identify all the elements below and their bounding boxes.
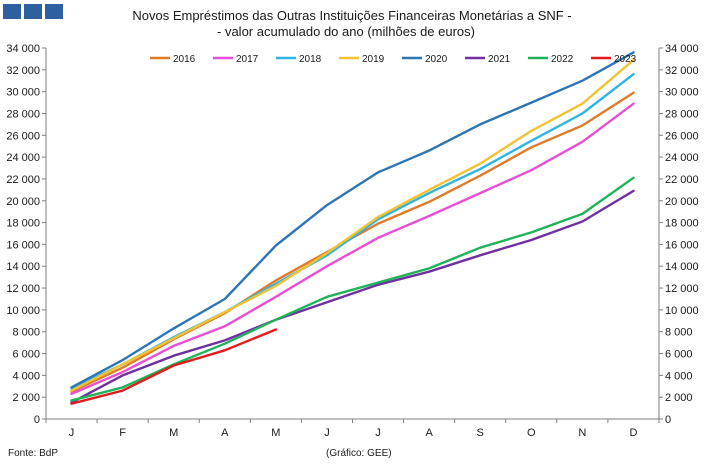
chart-credit: (Gráfico: GEE) (326, 448, 392, 459)
y-tick-label-right: 22 000 (665, 174, 699, 186)
legend-label-2021: 2021 (488, 54, 511, 65)
y-tick-label-left: 32 000 (6, 65, 40, 77)
y-tick-label-left: 20 000 (6, 196, 40, 208)
y-tick-label-right: 28 000 (665, 108, 699, 120)
y-tick-label-right: 32 000 (665, 65, 699, 77)
y-tick-label-left: 8 000 (12, 327, 40, 339)
x-tick-label: F (119, 427, 126, 439)
y-tick-label-right: 2 000 (665, 392, 693, 404)
y-tick-label-left: 6 000 (12, 349, 40, 361)
series-line-2017 (70, 102, 635, 396)
logo-square (45, 4, 63, 19)
legend-label-2019: 2019 (362, 54, 385, 65)
x-tick-label: J (324, 427, 330, 439)
y-tick-label-right: 0 (665, 414, 671, 426)
y-axis-right-ticks: 0 2 000 4 000 6 000 8 000 10 000 12 000 14 000 1… (665, 43, 699, 426)
y-tick-label-right: 4 000 (665, 370, 693, 382)
legend-label-2017: 2017 (236, 54, 259, 65)
series-line-2022 (70, 176, 635, 402)
y-tick-label-right: 34 000 (665, 43, 699, 55)
y-tick-label-right: 20 000 (665, 196, 699, 208)
series-lines (70, 51, 635, 405)
y-tick-label-right: 18 000 (665, 218, 699, 230)
x-tick-label: A (425, 427, 433, 439)
legend: 2016 2017 2018 2019 2020 2021 2022 2023 (150, 54, 637, 65)
y-tick-label-right: 26 000 (665, 130, 699, 142)
y-tick-label-right: 8 000 (665, 327, 693, 339)
y-tick-label-left: 2 000 (12, 392, 40, 404)
y-tick-label-left: 4 000 (12, 370, 40, 382)
logo-square (24, 4, 42, 19)
x-tick-label: A (221, 427, 229, 439)
legend-label-2023: 2023 (614, 54, 637, 65)
y-tick-label-left: 24 000 (6, 152, 40, 164)
series-line-2021 (70, 189, 635, 404)
x-tick-label: M (271, 427, 280, 439)
legend-label-2018: 2018 (299, 54, 322, 65)
y-tick-label-left: 28 000 (6, 108, 40, 120)
x-tick-label: N (578, 427, 586, 439)
logo (3, 4, 63, 19)
x-tick-label: O (527, 427, 536, 439)
y-tick-label-left: 0 (34, 414, 40, 426)
y-tick-label-left: 22 000 (6, 174, 40, 186)
chart-title: Novos Empréstimos das Outras Instituiçõe… (132, 8, 571, 23)
x-tick-label: D (629, 427, 637, 439)
y-tick-label-right: 24 000 (665, 152, 699, 164)
y-tick-label-left: 10 000 (6, 305, 40, 317)
y-tick-label-left: 14 000 (6, 261, 40, 273)
y-tick-label-right: 16 000 (665, 239, 699, 251)
legend-label-2022: 2022 (551, 54, 574, 65)
chart-subtitle: - valor acumulado do ano (milhões de eur… (217, 24, 475, 39)
y-tick-label-left: 26 000 (6, 130, 40, 142)
logo-square (3, 4, 21, 19)
axes (42, 47, 663, 423)
y-axis-left-ticks: 0 2 000 4 000 6 000 8 000 10 000 12 000 14 000 1… (6, 43, 40, 426)
y-tick-label-left: 18 000 (6, 218, 40, 230)
y-tick-label-left: 30 000 (6, 87, 40, 99)
x-tick-label: J (375, 427, 381, 439)
x-tick-label: S (477, 427, 484, 439)
series-line-2019 (70, 58, 635, 392)
series-line-2020 (70, 51, 635, 389)
legend-label-2016: 2016 (173, 54, 196, 65)
series-line-2023 (70, 328, 278, 405)
y-tick-label-left: 34 000 (6, 43, 40, 55)
x-tick-label: J (69, 427, 75, 439)
legend-label-2020: 2020 (425, 54, 448, 65)
y-tick-label-right: 10 000 (665, 305, 699, 317)
source-note: Fonte: BdP (8, 448, 58, 459)
x-tick-label: M (169, 427, 178, 439)
y-tick-label-right: 6 000 (665, 349, 693, 361)
y-tick-label-right: 30 000 (665, 87, 699, 99)
y-tick-label-left: 16 000 (6, 239, 40, 251)
y-tick-label-right: 14 000 (665, 261, 699, 273)
y-tick-label-left: 12 000 (6, 283, 40, 295)
y-tick-label-right: 12 000 (665, 283, 699, 295)
